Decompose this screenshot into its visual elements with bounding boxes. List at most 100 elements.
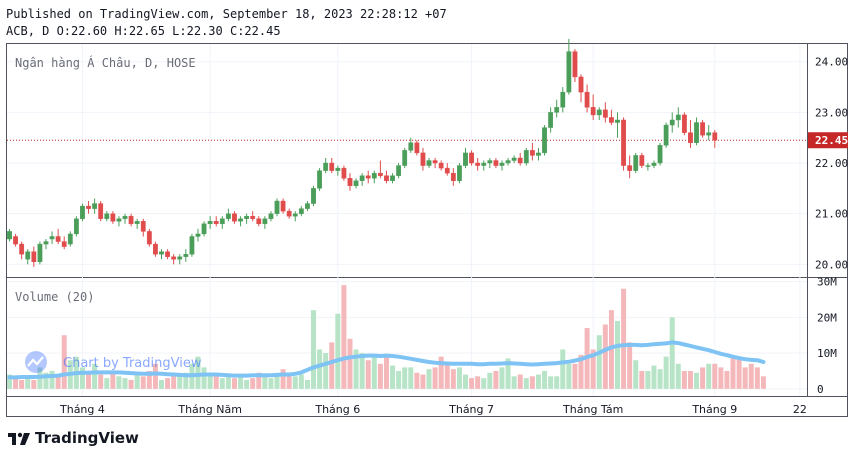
time-tick-label: 22 bbox=[793, 403, 807, 416]
volume-bar bbox=[311, 310, 316, 389]
candle-body bbox=[140, 221, 146, 232]
candle-body bbox=[536, 152, 541, 156]
symbol-label: ACB bbox=[6, 24, 28, 38]
candle-body bbox=[43, 241, 49, 245]
volume-bar bbox=[359, 353, 365, 389]
volume-bar bbox=[499, 367, 505, 389]
candle-body bbox=[694, 122, 699, 143]
candle-body bbox=[499, 162, 505, 166]
candle-body bbox=[311, 188, 316, 204]
volume-bar bbox=[110, 372, 116, 389]
candle-body bbox=[323, 162, 329, 171]
volume-bar bbox=[152, 363, 158, 389]
candle-body bbox=[37, 243, 43, 263]
candle-body bbox=[548, 112, 554, 128]
candle-body bbox=[414, 142, 420, 154]
volume-bar bbox=[383, 356, 389, 389]
volume-title: Volume (20) bbox=[15, 290, 94, 304]
candle-body bbox=[408, 142, 414, 151]
chart-title: Ngân hàng Á Châu, D, HOSE bbox=[15, 55, 196, 70]
candle-body bbox=[365, 175, 371, 179]
candle-body bbox=[432, 160, 438, 164]
candle-body bbox=[457, 165, 462, 181]
footer-brand: TradingView bbox=[8, 429, 139, 447]
volume-bar bbox=[621, 288, 627, 389]
volume-bar bbox=[286, 376, 292, 389]
volume-bar bbox=[317, 349, 323, 389]
ohlc-line: ACB, D O:22.60 H:22.65 L:22.30 C:22.45 bbox=[6, 24, 281, 38]
time-tick-label: Tháng Năm bbox=[177, 403, 242, 416]
candle-body bbox=[292, 213, 298, 217]
volume-bar bbox=[61, 335, 67, 389]
volume-bar bbox=[572, 363, 578, 389]
candle-body bbox=[286, 210, 292, 217]
candle-body bbox=[153, 243, 158, 255]
volume-bar bbox=[554, 376, 560, 389]
volume-bar bbox=[323, 353, 329, 389]
candle-body bbox=[402, 150, 408, 166]
candle-body bbox=[189, 236, 195, 255]
price-tick-label: 24.00 bbox=[815, 56, 848, 69]
candle-body bbox=[195, 233, 201, 237]
time-tick-label: Tháng 4 bbox=[59, 403, 105, 416]
time-tick-label: Tháng Tám bbox=[562, 403, 623, 416]
candle-body bbox=[128, 216, 134, 225]
candle-body bbox=[250, 216, 256, 219]
volume-bar bbox=[371, 356, 377, 389]
time-tick-label: Tháng 9 bbox=[691, 403, 737, 416]
candle-body bbox=[481, 162, 487, 166]
volume-bar bbox=[712, 363, 718, 389]
volume-bar bbox=[529, 376, 535, 389]
candle-body bbox=[542, 127, 547, 154]
volume-ma bbox=[7, 340, 766, 380]
volume-bar bbox=[566, 363, 572, 389]
candle-body bbox=[706, 132, 712, 136]
candle-body bbox=[438, 162, 444, 169]
candle-body bbox=[523, 150, 529, 164]
candle-body bbox=[377, 172, 383, 176]
candle-body bbox=[645, 165, 651, 167]
volume-bar bbox=[365, 360, 371, 389]
volume-bar bbox=[542, 370, 548, 389]
candle-body bbox=[663, 124, 669, 146]
volume-bar bbox=[140, 376, 146, 389]
volume-bar bbox=[481, 378, 487, 389]
published-info: Published on TradingView.com, September … bbox=[6, 7, 447, 21]
candle-body bbox=[335, 167, 341, 171]
candle-body bbox=[262, 218, 268, 225]
candle-body bbox=[444, 167, 450, 174]
volume-tick-label: 10M bbox=[817, 347, 837, 360]
candle-body bbox=[61, 241, 67, 247]
candle-body bbox=[49, 236, 55, 240]
volume-bar bbox=[146, 370, 152, 389]
candle-body bbox=[92, 203, 98, 209]
volume-bar bbox=[353, 349, 359, 389]
candle-body bbox=[244, 216, 250, 219]
volume-bar bbox=[159, 379, 164, 389]
candle-body bbox=[104, 213, 110, 219]
candle-body bbox=[305, 203, 310, 209]
volume-bar bbox=[517, 374, 523, 389]
volume-bar bbox=[748, 363, 754, 389]
candle-body bbox=[475, 162, 481, 166]
candle-body bbox=[238, 218, 243, 222]
volume-bar bbox=[250, 378, 256, 389]
candle-body bbox=[572, 51, 578, 78]
volume-bar bbox=[25, 378, 31, 389]
candle-body bbox=[274, 200, 280, 214]
volume-bar bbox=[7, 374, 12, 389]
chart-frame bbox=[6, 43, 848, 417]
candle-body bbox=[688, 132, 693, 143]
volume-bar bbox=[225, 376, 231, 389]
candle-body bbox=[256, 218, 262, 225]
candle-body bbox=[384, 175, 389, 181]
volume-bar bbox=[700, 367, 706, 389]
candle-body bbox=[700, 122, 706, 136]
candle-body bbox=[207, 221, 213, 225]
candle-body bbox=[596, 109, 602, 116]
candle-body bbox=[657, 145, 663, 164]
candle-body bbox=[73, 218, 79, 235]
ohlc-values: , D O:22.60 H:22.65 L:22.30 C:22.45 bbox=[27, 24, 281, 38]
volume-bar bbox=[207, 374, 213, 389]
